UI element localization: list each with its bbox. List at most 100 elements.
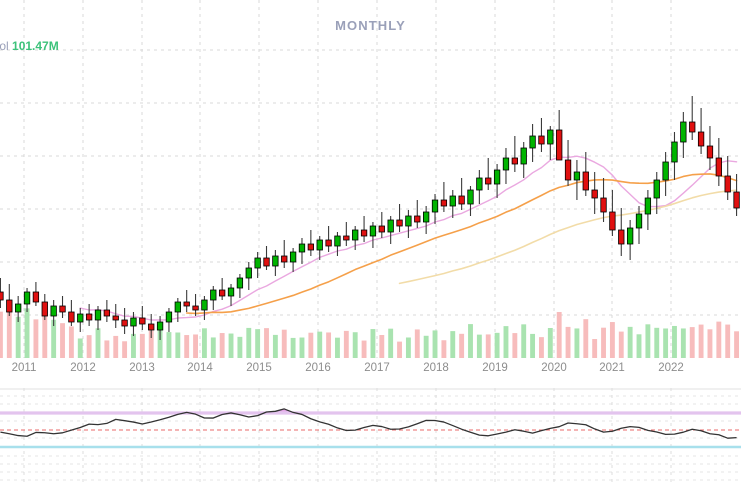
candle-body xyxy=(458,195,465,205)
volume-bar xyxy=(104,340,110,358)
candle-body xyxy=(476,177,483,191)
volume-bar xyxy=(601,327,606,358)
volume-bar xyxy=(95,328,101,358)
volume-bar xyxy=(193,334,198,358)
candle-body xyxy=(23,291,31,305)
candle-body xyxy=(431,199,439,213)
volume-bar xyxy=(716,321,722,358)
candle-body xyxy=(165,311,173,323)
volume-bar xyxy=(24,308,30,358)
candle-body xyxy=(618,229,625,245)
candle-body xyxy=(281,255,288,263)
candle-body xyxy=(626,227,634,245)
candle-body xyxy=(156,321,164,331)
candle-body xyxy=(68,311,75,323)
volume-bar xyxy=(15,316,21,358)
candle-body xyxy=(41,301,48,317)
candle-body xyxy=(564,159,572,181)
volume-bar xyxy=(272,334,278,358)
candle-body xyxy=(103,309,111,317)
candle-body xyxy=(343,235,350,241)
volume-bar xyxy=(583,319,589,358)
volume-bar xyxy=(113,335,119,358)
candle-body xyxy=(130,317,137,327)
volume-bar xyxy=(281,329,287,358)
volume-bar xyxy=(343,330,349,358)
candle-body xyxy=(609,211,616,231)
candle-body xyxy=(121,319,128,327)
candle-body xyxy=(112,315,119,321)
volume-bar xyxy=(68,326,74,358)
candle-body xyxy=(680,121,687,143)
candle-body xyxy=(405,215,412,227)
volume-bar xyxy=(228,333,234,358)
candle-body xyxy=(77,313,84,323)
candle-body xyxy=(511,157,518,165)
candle-body xyxy=(15,303,22,313)
candle-body xyxy=(485,177,492,185)
volume-bar xyxy=(432,330,438,358)
volume-bar xyxy=(663,328,669,358)
candle-body xyxy=(529,135,536,149)
volume-bar xyxy=(60,323,65,358)
candlestick-series xyxy=(0,96,740,340)
grid-lines xyxy=(0,0,741,358)
volume-bar xyxy=(512,333,518,358)
candle-body xyxy=(582,171,589,191)
candle-body xyxy=(325,239,332,247)
volume-bar xyxy=(246,327,252,358)
volume-bar xyxy=(636,334,642,358)
volume-bar xyxy=(379,335,385,358)
candle-body xyxy=(706,145,714,159)
volume-bar xyxy=(574,328,580,358)
candle-body xyxy=(59,305,66,313)
candle-body xyxy=(298,243,306,253)
volume-bar xyxy=(547,328,553,358)
oscillator-line xyxy=(0,408,737,439)
candle-body xyxy=(502,157,510,171)
volume-bar xyxy=(521,324,527,358)
volume-bar xyxy=(698,324,704,358)
candle-body xyxy=(387,219,394,233)
candle-body xyxy=(440,199,448,207)
volume-bar xyxy=(201,328,207,358)
volume-bar xyxy=(299,337,305,358)
candle-body xyxy=(520,147,527,165)
volume-bar xyxy=(184,335,190,358)
volume-bar xyxy=(627,326,633,358)
volume-bar xyxy=(556,312,562,358)
volume-bar xyxy=(539,337,544,358)
volume-bar xyxy=(51,319,57,358)
candle-body xyxy=(414,215,421,223)
candle-body xyxy=(289,251,297,263)
volume-bar xyxy=(618,331,624,358)
volume-bar xyxy=(689,327,695,358)
candle-body xyxy=(316,239,323,251)
volume-bar xyxy=(42,315,48,358)
volume-bar xyxy=(308,332,314,358)
candle-body xyxy=(467,189,474,205)
candle-body xyxy=(183,301,190,307)
candle-body xyxy=(192,305,199,311)
volume-bar xyxy=(397,341,402,358)
candle-body xyxy=(635,213,643,229)
candle-body xyxy=(94,309,102,321)
volume-bar xyxy=(423,335,429,358)
candle-body xyxy=(210,289,217,301)
volume-bar xyxy=(388,328,394,358)
volume-bar xyxy=(352,332,358,358)
candle-body xyxy=(591,189,598,199)
volume-bar xyxy=(459,333,465,358)
candle-body xyxy=(227,287,235,297)
candle-body xyxy=(245,267,252,279)
volume-bar xyxy=(734,331,740,358)
volume-bar xyxy=(33,319,39,358)
volume-bar xyxy=(335,337,340,358)
volume-bar xyxy=(77,338,83,358)
volume-bar xyxy=(370,329,376,358)
candle-body xyxy=(689,121,696,133)
volume-bar xyxy=(645,324,651,358)
candle-body xyxy=(715,157,722,177)
volume-bar xyxy=(237,336,243,358)
